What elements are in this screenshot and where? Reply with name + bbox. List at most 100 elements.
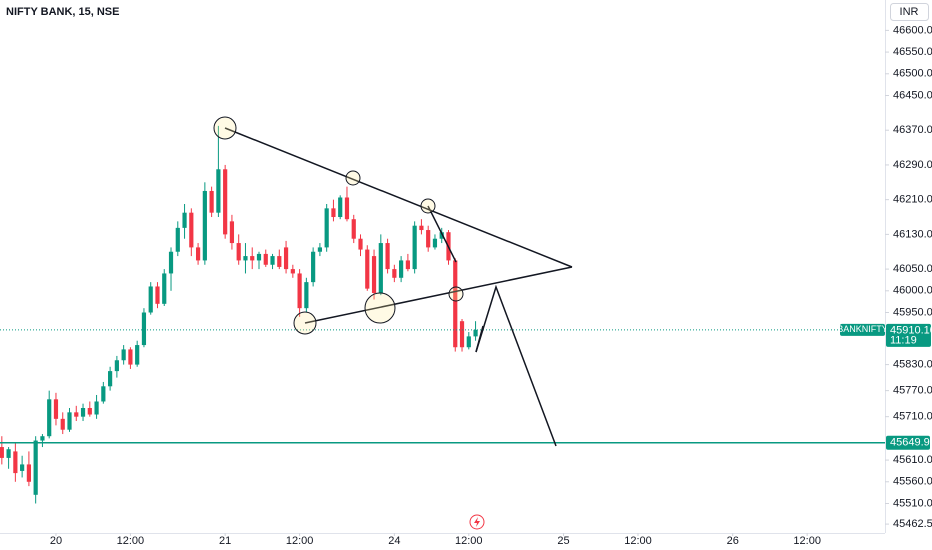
candle-body xyxy=(283,247,289,270)
candle-body xyxy=(365,249,370,289)
candle-body xyxy=(40,436,45,441)
symbol-label-box xyxy=(840,323,885,336)
candle-body xyxy=(189,212,194,248)
candle-body xyxy=(67,412,72,430)
currency-box[interactable] xyxy=(890,3,929,21)
candle-body xyxy=(101,386,106,402)
y-tick-label: 45950.00 xyxy=(893,306,932,318)
x-tick-label: 26 xyxy=(727,535,739,547)
x-tick-label: 12:00 xyxy=(793,535,821,547)
chart-title: NIFTY BANK, 15, NSE xyxy=(6,6,120,18)
candle-body xyxy=(371,256,377,293)
candle-body xyxy=(311,251,316,283)
candle-body xyxy=(108,371,113,387)
y-tick-label: 45510.00 xyxy=(893,497,932,509)
candle-body xyxy=(0,447,4,458)
candle-body xyxy=(331,208,336,218)
candle-body xyxy=(128,349,133,365)
pivot-circle xyxy=(448,286,464,302)
x-tick-label: 20 xyxy=(50,535,62,547)
candle-body xyxy=(358,238,363,250)
candle-body xyxy=(236,243,241,261)
candle-body xyxy=(317,247,323,252)
y-tick-label: 46000.00 xyxy=(893,285,932,297)
y-tick-label: 46600.00 xyxy=(893,24,932,36)
candle-body xyxy=(114,360,119,372)
pivot-circle xyxy=(345,170,361,186)
last-price-box xyxy=(886,323,931,347)
candle-body xyxy=(80,407,86,417)
candle-body xyxy=(148,286,153,313)
candle-body xyxy=(87,407,92,415)
candle-body xyxy=(26,464,31,482)
y-tick-label: 46450.00 xyxy=(893,89,932,101)
y-tick-label: 46050.00 xyxy=(893,263,932,275)
candle-body xyxy=(324,208,329,248)
currency[interactable]: INR xyxy=(900,6,919,18)
trend-line xyxy=(304,266,573,324)
y-tick-label: 45610.00 xyxy=(893,454,932,466)
candle-body xyxy=(216,169,221,213)
level-label-box xyxy=(886,435,930,450)
candle-body xyxy=(209,190,214,213)
candle-body xyxy=(243,256,248,261)
candle-body xyxy=(473,329,478,337)
x-tick-label: 21 xyxy=(219,535,231,547)
level-label: 45649.90 xyxy=(890,437,932,449)
candle-body xyxy=(270,256,275,265)
candle-body xyxy=(229,221,235,244)
candle-body xyxy=(94,401,99,415)
candle-body xyxy=(466,336,471,348)
candle-body xyxy=(338,197,343,218)
candle-body xyxy=(426,230,431,248)
x-tick-label: 12:00 xyxy=(455,535,483,547)
candle-body xyxy=(175,227,180,252)
projection xyxy=(475,284,557,447)
x-tick-label: 25 xyxy=(557,535,569,547)
y-tick-label: 46210.00 xyxy=(893,194,932,206)
candle-body xyxy=(399,260,404,278)
pivot-circle xyxy=(213,116,237,140)
candle-body xyxy=(453,260,458,348)
trend-line xyxy=(427,205,457,263)
y-tick-label: 45462.50 xyxy=(893,518,932,530)
y-tick-label: 45710.00 xyxy=(893,411,932,423)
x-tick-label: 12:00 xyxy=(117,535,145,547)
candle-body xyxy=(297,273,302,309)
y-tick-label: 45770.00 xyxy=(893,385,932,397)
candle-body xyxy=(223,169,228,235)
x-tick-label: 12:00 xyxy=(624,535,652,547)
y-tick-label: 46130.00 xyxy=(893,228,932,240)
trend-line xyxy=(224,127,573,268)
candle-body xyxy=(250,256,255,261)
candle-body xyxy=(405,260,410,270)
candle-body xyxy=(13,451,18,474)
candle-body xyxy=(263,253,268,265)
y-tick-label: 46290.00 xyxy=(893,159,932,171)
candle-body xyxy=(141,312,147,346)
candle-body xyxy=(53,399,59,419)
candle-body xyxy=(20,464,25,471)
drawings xyxy=(213,116,573,447)
candle-body xyxy=(47,399,52,437)
candle-body xyxy=(412,225,417,270)
countdown: 11:19 xyxy=(890,335,917,347)
candle-body xyxy=(135,345,140,365)
y-tick-label: 45830.00 xyxy=(893,358,932,370)
candle-body xyxy=(290,269,295,274)
candle-body xyxy=(33,440,38,495)
candle-body xyxy=(439,232,444,239)
events-icon[interactable] xyxy=(469,514,485,530)
event-bolt[interactable] xyxy=(474,517,480,527)
symbol-label: BANKNIFTY xyxy=(837,324,888,334)
candle-body xyxy=(195,247,201,261)
pivot-circle xyxy=(420,198,436,214)
candle-body xyxy=(432,238,438,248)
candle-body xyxy=(168,251,174,274)
candle-body xyxy=(344,197,350,220)
y-tick-label: 46550.00 xyxy=(893,46,932,58)
candle-body xyxy=(304,282,309,309)
y-tick-label: 45560.00 xyxy=(893,476,932,488)
candle-body xyxy=(74,412,79,417)
candle-body xyxy=(256,253,262,261)
